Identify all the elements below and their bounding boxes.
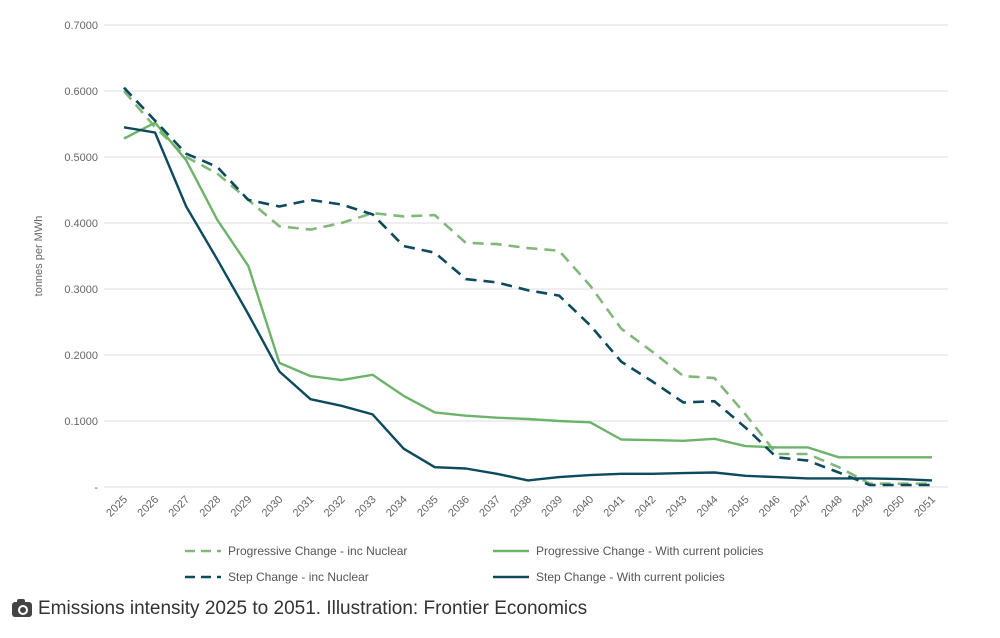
y-tick-label: 0.6000	[64, 86, 98, 98]
caption-text: Emissions intensity 2025 to 2051. Illust…	[38, 598, 588, 619]
x-tick-label: 2043	[664, 494, 690, 520]
x-tick-label: 2051	[912, 494, 938, 520]
x-tick-label: 2038	[508, 494, 534, 520]
x-tick-label: 2048	[819, 494, 845, 520]
x-tick-label: 2034	[384, 494, 410, 520]
x-tick-label: 2047	[788, 494, 814, 520]
x-tick-label: 2041	[602, 494, 628, 520]
x-tick-label: 2027	[166, 494, 192, 520]
legend-label: Step Change - With current policies	[536, 570, 725, 584]
caption: Emissions intensity 2025 to 2051. Illust…	[12, 598, 587, 620]
y-tick-label: 0.3000	[64, 284, 98, 296]
x-tick-label: 2042	[633, 494, 659, 520]
y-tick-label: 0.4000	[64, 218, 98, 230]
series-line-2	[123, 121, 932, 459]
x-tick-label: 2035	[415, 494, 441, 520]
x-tick-label: 2044	[695, 494, 721, 520]
series-line-1	[123, 90, 932, 486]
x-tick-label: 2050	[881, 494, 907, 520]
emissions-chart: - 0.1000 0.2000 0.3000 0.4000 0.5000 0.6000 0.7…	[33, 20, 948, 584]
x-tick-label: 2025	[104, 494, 130, 520]
legend-label: Step Change - inc Nuclear	[228, 570, 369, 584]
x-tick-label: 2029	[229, 494, 255, 520]
x-tick-label: 2033	[353, 494, 379, 520]
y-tick-label: 0.5000	[64, 152, 98, 164]
x-tick-label: 2028	[198, 494, 224, 520]
x-tick-label: 2030	[260, 494, 286, 520]
x-tick-label: 2049	[850, 494, 876, 520]
series-line-3	[123, 86, 932, 487]
legend-label: Progressive Change - inc Nuclear	[228, 544, 407, 558]
x-tick-label: 2032	[322, 494, 348, 520]
y-tick-label: 0.2000	[64, 350, 98, 362]
x-tick-label: 2040	[570, 494, 596, 520]
x-tick-label: 2026	[135, 494, 161, 520]
x-tick-label: 2031	[291, 494, 317, 520]
y-tick-label: -	[94, 482, 98, 494]
x-tick-label: 2036	[446, 494, 472, 520]
x-tick-label: 2045	[726, 494, 752, 520]
legend-label: Progressive Change - With current polici…	[536, 544, 763, 558]
x-tick-label: 2046	[757, 494, 783, 520]
x-tick-label: 2037	[477, 494, 503, 520]
y-tick-label: 0.1000	[64, 416, 98, 428]
y-axis-title: tonnes per MWh	[33, 216, 45, 297]
camera-icon	[12, 598, 32, 617]
x-tick-label: 2039	[539, 494, 565, 520]
series-line-4	[123, 126, 933, 482]
y-tick-label: 0.7000	[64, 20, 98, 32]
